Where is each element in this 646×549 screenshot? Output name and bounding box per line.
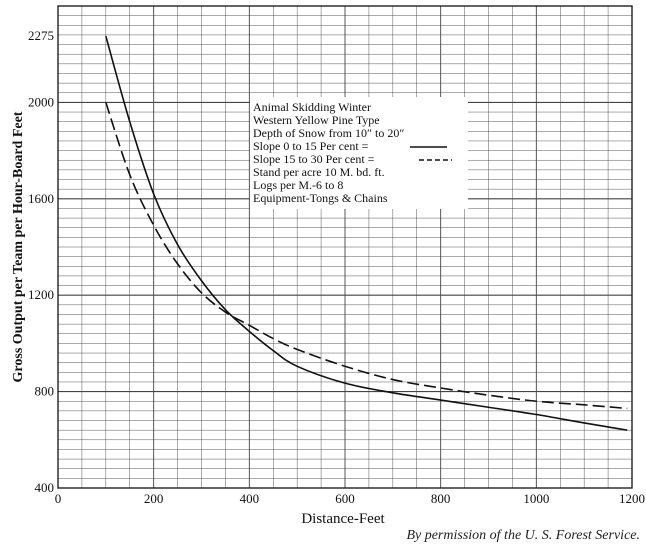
- annotation-line-8: Equipment-Tongs & Chains: [253, 191, 388, 205]
- grid: [58, 6, 632, 488]
- series-line-dashed: [105, 102, 628, 410]
- annotation-line-3: Depth of Snow from 10″ to 20″: [253, 126, 404, 140]
- tick-labels: 0 200 400 600 800 1000 1200 400 800 1200 1600 2000 2…: [28, 28, 645, 506]
- annotation: Animal Skidding Winter Western Yellow Pi…: [253, 100, 404, 205]
- x-tick-label: 1200: [619, 491, 645, 506]
- y-tick-label: 400: [35, 480, 55, 495]
- x-tick-label: 600: [335, 491, 355, 506]
- annotation-line-4: Slope 0 to 15 Per cent =: [253, 139, 369, 153]
- annotation-line-1: Animal Skidding Winter: [253, 100, 371, 114]
- annotation-line-2: Western Yellow Pine Type: [253, 113, 380, 127]
- x-tick-label: 1000: [523, 491, 549, 506]
- annotation-line-5: Slope 15 to 30 Per cent =: [253, 152, 375, 166]
- annotation-box: [250, 97, 468, 209]
- credit-line: By permission of the U. S. Forest Servic…: [406, 528, 640, 543]
- annotation-line-6: Stand per acre 10 M. bd. ft.: [253, 165, 385, 179]
- series-layer: [105, 35, 628, 431]
- x-tick-label: 400: [240, 491, 260, 506]
- y-tick-label: 1200: [28, 287, 54, 302]
- annotation-line-7: Logs per M.-6 to 8: [253, 178, 343, 192]
- x-tick-label: 200: [144, 491, 164, 506]
- x-axis-label: Distance-Feet: [301, 511, 385, 527]
- y-axis-label: Gross Output per Team per Hour-Board Fee…: [11, 111, 26, 382]
- x-tick-label: 800: [431, 491, 451, 506]
- series-line-solid: [105, 35, 628, 431]
- y-tick-label: 2000: [28, 94, 54, 109]
- y-tick-label: 800: [35, 384, 55, 399]
- plot-frame: [57, 5, 633, 489]
- y-tick-label: 1600: [28, 191, 54, 206]
- y-tick-label: 2275: [28, 28, 54, 43]
- x-tick-label: 0: [55, 491, 62, 506]
